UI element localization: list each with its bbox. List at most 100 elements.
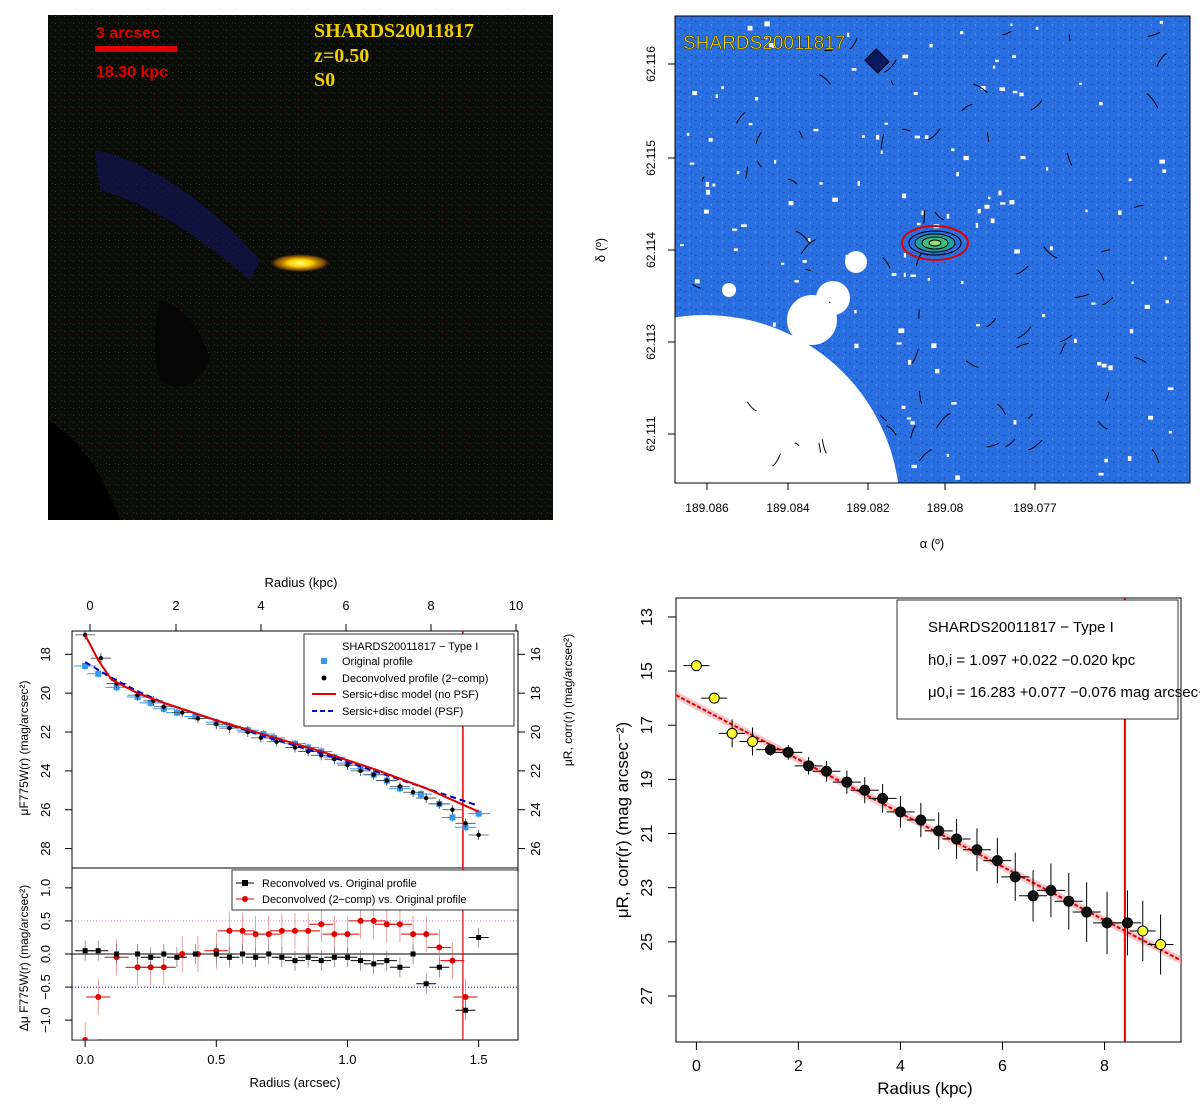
fit-y-label: μR, corr(r) (mag arcsec⁻²) [613, 722, 632, 918]
sky-speck [902, 406, 906, 409]
sky-speck [1128, 456, 1132, 461]
reconvolved-point [397, 965, 402, 970]
scale-bar-kpc-label: 18.30 kpc [96, 64, 168, 81]
fit-y-tick-label: 23 [639, 879, 656, 897]
sky-speck [951, 402, 956, 404]
fitted-point [1046, 885, 1056, 895]
bottom-x-tick-label: 1.5 [470, 1052, 488, 1067]
fit-y-tick-label: 21 [639, 825, 656, 843]
redshift-label: z=0.50 [314, 45, 369, 67]
sky-speck [1019, 93, 1023, 96]
x-tick-label: 189.086 [685, 501, 729, 515]
noise-contour [919, 309, 920, 318]
fit-x-tick-label: 4 [896, 1058, 905, 1075]
reconvolved-point [476, 935, 481, 940]
sky-speck [1118, 211, 1122, 215]
sky-speck [774, 160, 776, 164]
deconvolved-point [196, 716, 200, 720]
reconvolved-point [279, 955, 284, 960]
reconvolved-point [240, 952, 245, 957]
deconvolved-point [463, 821, 467, 825]
sky-speck [794, 280, 798, 282]
sky-speck [748, 26, 753, 31]
sky-speck [976, 324, 980, 326]
fit-x-tick-label: 2 [794, 1058, 803, 1075]
bottom-y-tick-label: −0.5 [38, 974, 53, 1000]
mask-circle [845, 251, 867, 273]
legend-deconvolved: Deconvolved profile (2−comp) [342, 673, 488, 685]
legend-reconvolved: Reconvolved vs. Original profile [262, 878, 417, 890]
deconvolved-point [424, 796, 428, 800]
deconvolved-point [372, 773, 376, 777]
object-name-label: SHARDS20011817 [314, 20, 474, 42]
sky-speck [1145, 305, 1150, 309]
scale-bar-arcsec-label: 3 arcsec [96, 25, 160, 42]
sky-speck [801, 427, 805, 430]
sky-speck [789, 201, 794, 205]
sky-speck [1132, 281, 1134, 283]
top-tick-label: 8 [427, 598, 434, 613]
fit-x-tick-label: 0 [692, 1058, 701, 1075]
sky-speck [834, 438, 838, 441]
sky-speck [1014, 249, 1020, 253]
sky-speck [978, 209, 981, 213]
deconvolved-point [274, 740, 278, 744]
deconvolved-resid-point [318, 921, 324, 927]
fitted-point [1028, 891, 1038, 901]
fitted-point [1064, 896, 1074, 906]
sky-speck [832, 198, 838, 202]
fit-x-tick-label: 8 [1100, 1058, 1109, 1075]
sky-speck [1099, 102, 1102, 105]
residual-legend: Reconvolved vs. Original profile Deconvo… [232, 870, 518, 910]
reconvolved-point [345, 955, 350, 960]
deconvolved-point [162, 705, 166, 709]
mask-circle [722, 283, 736, 297]
sky-speck [1160, 21, 1163, 24]
top-tick-label: 6 [342, 598, 349, 613]
reconvolved-point [96, 948, 101, 953]
legend-marker-deconvolved [322, 676, 327, 681]
sky-speck [1013, 91, 1018, 94]
sky-speck [706, 190, 710, 195]
fit-legend-title: SHARDS20011817 − Type I [928, 619, 1114, 636]
sky-speck [1010, 24, 1012, 27]
deconvolved-point [385, 778, 389, 782]
sky-speck [815, 460, 817, 463]
sky-speck [876, 135, 879, 140]
sky-speck [908, 360, 911, 365]
sky-speck [907, 417, 911, 419]
legend-title: SHARDS20011817 − Type I [342, 641, 478, 653]
sky-speck [951, 148, 954, 151]
skymap-x-label: α (º) [920, 536, 945, 551]
sky-speck [852, 68, 857, 71]
sky-speck [881, 151, 883, 154]
profile-legend: SHARDS20011817 − Type I Original profile… [304, 634, 514, 726]
sky-speck [925, 135, 929, 139]
sky-speck [820, 289, 823, 293]
reconvolved-point [135, 952, 140, 957]
sky-speck [964, 156, 969, 160]
deconvolved-resid-point [161, 964, 167, 970]
left-tick-label: 24 [38, 764, 53, 778]
deconvolved-resid-point [95, 994, 101, 1000]
fitted-point [1122, 918, 1132, 928]
deconvolved-resid-point [449, 958, 455, 964]
deconvolved-point [437, 802, 441, 806]
y-tick-label: 62.115 [644, 140, 658, 176]
left-tick-label: 28 [38, 841, 53, 855]
fitted-point [878, 793, 888, 803]
sky-speck [921, 211, 923, 215]
sky-speck [1169, 431, 1172, 434]
deconvolved-resid-point [179, 951, 185, 957]
fit-legend: SHARDS20011817 − Type I h0,i = 1.097 +0.… [897, 600, 1200, 719]
fitted-point [992, 856, 1002, 866]
mask-circle [816, 281, 850, 315]
sky-speck [819, 182, 822, 184]
bottom-left-axis-ticks: 1.00.50.0−0.5−1.0 [38, 879, 72, 1033]
excluded-point [709, 693, 719, 703]
sky-speck [988, 197, 990, 199]
